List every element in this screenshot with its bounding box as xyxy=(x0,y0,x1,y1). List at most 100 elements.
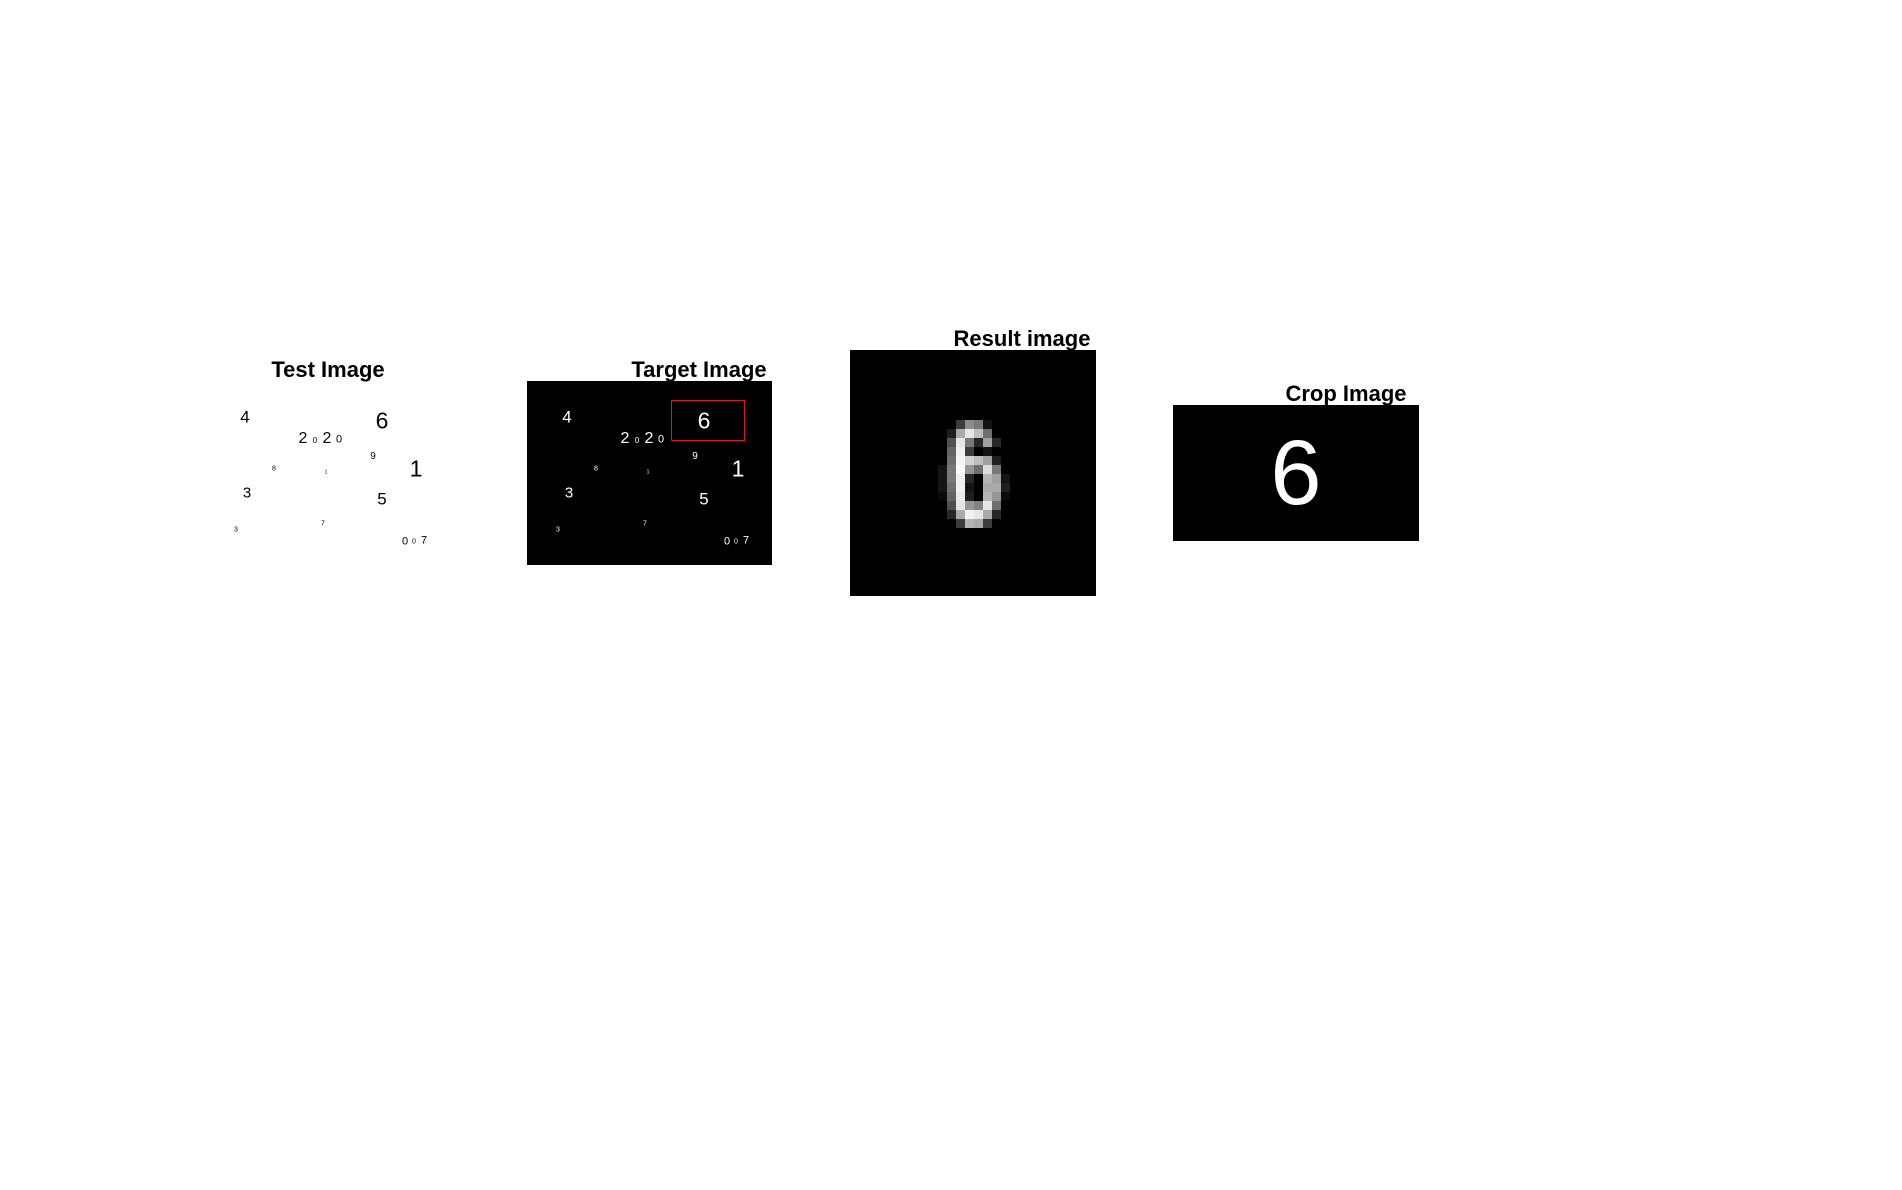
result-pixel xyxy=(965,465,974,474)
result-pixel xyxy=(992,474,1001,483)
result-pixel xyxy=(947,474,956,483)
result-pixel xyxy=(956,456,965,465)
result-pixel xyxy=(956,501,965,510)
result-image xyxy=(850,350,1096,596)
result-pixel xyxy=(947,492,956,501)
result-pixel xyxy=(956,492,965,501)
result-pixel xyxy=(965,429,974,438)
test-image-digit: 3 xyxy=(242,484,252,502)
test-image-digit: 7 xyxy=(321,520,325,528)
target-image-digit: 0 xyxy=(723,535,731,548)
result-pixel xyxy=(983,483,992,492)
result-pixel xyxy=(956,438,965,447)
result-image-title: Result image xyxy=(953,326,1091,351)
result-pixel xyxy=(983,438,992,447)
result-pixel xyxy=(947,501,956,510)
test-image-title: Test Image xyxy=(271,357,385,382)
result-pixel xyxy=(965,420,974,429)
target-image-digit: 4 xyxy=(562,407,572,427)
result-pixel xyxy=(983,474,992,483)
result-pixel xyxy=(983,447,992,456)
test-image-digit: 9 xyxy=(370,451,376,462)
result-pixel xyxy=(947,447,956,456)
result-pixel xyxy=(965,492,974,501)
test-image-digit: 0 xyxy=(312,436,318,445)
target-image-digit: 1 xyxy=(731,455,745,482)
result-pixel xyxy=(1001,483,1010,492)
test-image-digit: 4 xyxy=(240,407,250,427)
result-pixel xyxy=(983,420,992,429)
target-image-digit: 3 xyxy=(556,526,560,534)
result-pixel xyxy=(965,474,974,483)
result-pixel xyxy=(956,420,965,429)
target-image-digit: 3 xyxy=(564,484,574,502)
result-pixel xyxy=(974,420,983,429)
target-image-digit: 9 xyxy=(692,451,698,462)
result-pixel xyxy=(974,438,983,447)
result-pixel xyxy=(938,483,947,492)
result-pixel xyxy=(974,510,983,519)
test-image-digit: 2 xyxy=(298,430,308,447)
result-pixel xyxy=(1001,474,1010,483)
result-pixel xyxy=(965,456,974,465)
result-pixel xyxy=(938,474,947,483)
target-image-title: Target Image xyxy=(631,357,767,382)
crop-digit: 6 xyxy=(1270,422,1322,524)
result-pixel xyxy=(992,438,1001,447)
result-pixel xyxy=(947,429,956,438)
result-pixel xyxy=(947,510,956,519)
result-pixel xyxy=(956,510,965,519)
result-pixel xyxy=(965,519,974,528)
target-image-digit: 6 xyxy=(697,407,711,434)
result-pixel xyxy=(1001,492,1010,501)
result-pixel xyxy=(956,447,965,456)
result-pixel xyxy=(965,483,974,492)
result-digit-pixels xyxy=(938,420,1010,528)
target-image-digit: 2 xyxy=(644,430,654,447)
result-pixel xyxy=(947,456,956,465)
result-pixel xyxy=(992,492,1001,501)
result-pixel xyxy=(974,501,983,510)
target-image-digit: 7 xyxy=(643,520,647,528)
result-pixel xyxy=(956,474,965,483)
result-pixel xyxy=(992,456,1001,465)
test-image-digit: 1 xyxy=(409,455,423,482)
test-image-digit: 8 xyxy=(272,465,276,473)
target-image-digit: 5 xyxy=(699,489,709,509)
result-pixel xyxy=(974,519,983,528)
result-pixel xyxy=(983,456,992,465)
result-pixel xyxy=(965,447,974,456)
result-pixel xyxy=(992,465,1001,474)
result-pixel xyxy=(947,438,956,447)
result-pixel xyxy=(983,519,992,528)
result-pixel xyxy=(947,483,956,492)
result-pixel xyxy=(938,465,947,474)
test-image-digit: 0 xyxy=(335,433,343,446)
result-pixel xyxy=(965,501,974,510)
target-image-digit: 0 xyxy=(634,436,640,445)
result-pixel xyxy=(974,429,983,438)
result-pixel xyxy=(983,492,992,501)
test-image-digit: 6 xyxy=(375,407,389,434)
target-image-digit: 0 xyxy=(734,538,738,546)
result-pixel xyxy=(938,492,947,501)
target-image-digit: 1 xyxy=(646,469,650,476)
target-image-digit: 0 xyxy=(657,433,665,446)
result-pixel xyxy=(974,465,983,474)
result-pixel xyxy=(992,501,1001,510)
test-image-digit: 7 xyxy=(420,534,428,547)
result-pixel xyxy=(983,429,992,438)
test-image-digit: 5 xyxy=(377,489,387,509)
result-pixel xyxy=(983,465,992,474)
test-image-digit: 1 xyxy=(324,469,328,476)
test-image-digit: 0 xyxy=(412,538,416,546)
result-pixel xyxy=(965,510,974,519)
test-image-digit: 0 xyxy=(401,535,409,548)
result-pixel xyxy=(956,429,965,438)
result-pixel xyxy=(956,519,965,528)
result-pixel xyxy=(992,483,1001,492)
result-pixel xyxy=(983,501,992,510)
result-pixel xyxy=(983,510,992,519)
